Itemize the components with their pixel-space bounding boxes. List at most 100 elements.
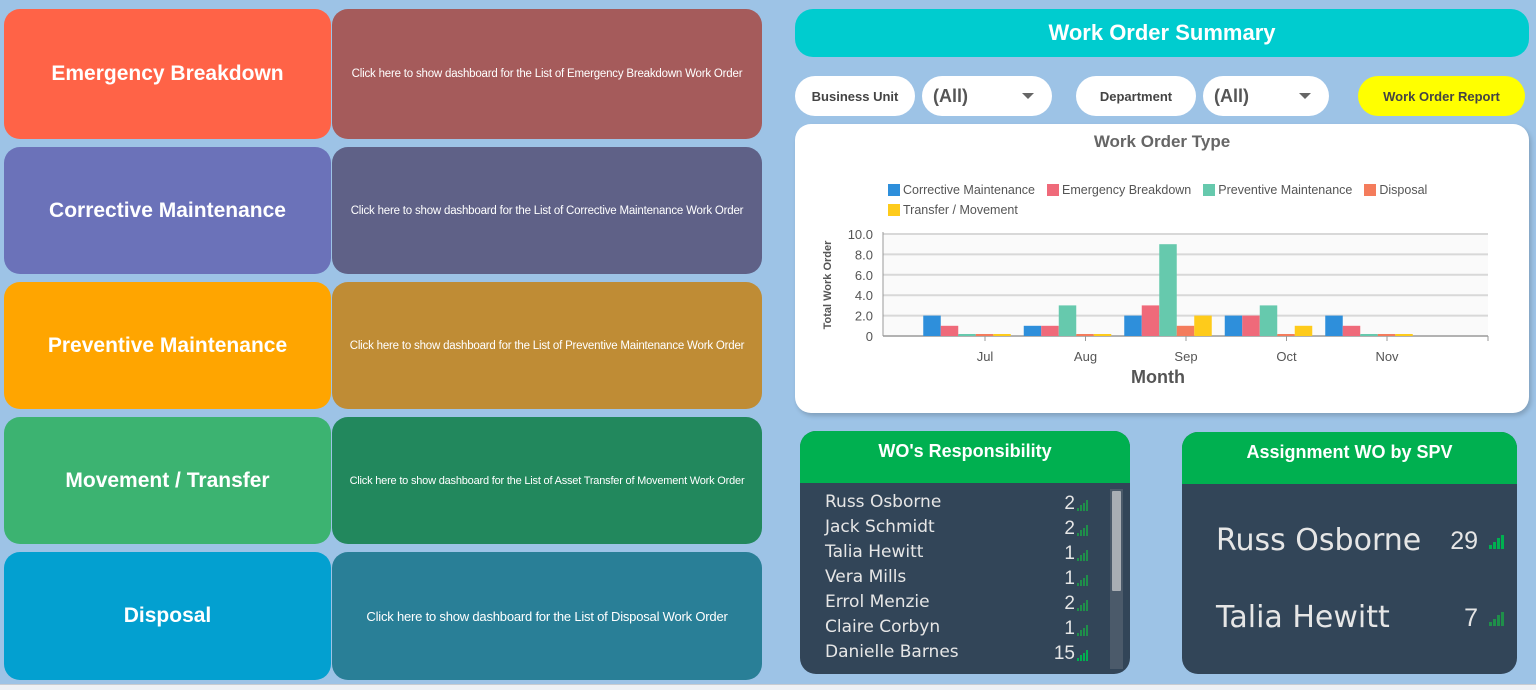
bar[interactable]: [1023, 325, 1042, 336]
bar[interactable]: [923, 315, 941, 336]
tile-emergency-breakdown-link[interactable]: Click here to show dashboard for the Lis…: [332, 9, 762, 139]
tile-preventive-maintenance-link[interactable]: Click here to show dashboard for the Lis…: [332, 282, 762, 409]
department-label-text: Department: [1099, 88, 1173, 104]
tile-description: Click here to show dashboard for the Lis…: [349, 339, 745, 352]
legend-item[interactable]: Disposal: [1364, 181, 1427, 199]
tile-movement-transfer[interactable]: Movement / Transfer: [4, 417, 331, 544]
wo-count: 2: [1064, 593, 1075, 614]
tile-disposal-link[interactable]: Click here to show dashboard for the Lis…: [332, 552, 762, 680]
bar[interactable]: [1277, 334, 1295, 336]
department-value: (All): [1214, 85, 1249, 106]
signal-bars-icon: [1077, 575, 1088, 586]
scrollbar-thumb[interactable]: [1112, 491, 1121, 591]
signal-bars-icon: [1489, 612, 1504, 626]
business-unit-label: Business Unit: [795, 76, 915, 116]
legend-item[interactable]: Emergency Breakdown: [1047, 181, 1191, 199]
person-name: Vera Mills: [825, 567, 907, 587]
tile-description: Click here to show dashboard for the Lis…: [366, 608, 728, 624]
bar[interactable]: [1242, 315, 1260, 336]
x-tick-label: Jul: [977, 349, 994, 364]
legend-swatch: [1047, 184, 1060, 196]
legend-label: Preventive Maintenance: [1218, 183, 1353, 197]
legend-item[interactable]: Transfer / Movement: [888, 201, 1018, 219]
wo-count: 1: [1064, 543, 1075, 564]
y-axis-title: Total Work Order: [822, 240, 834, 330]
list-item: Russ Osborne 29: [1216, 523, 1516, 567]
chevron-down-icon: [1022, 93, 1034, 99]
department-label: Department: [1076, 76, 1196, 116]
page-title-text: Work Order Summary: [1048, 20, 1276, 45]
tile-title: Preventive Maintenance: [47, 333, 288, 357]
bar[interactable]: [1141, 305, 1160, 336]
legend-swatch: [1364, 184, 1377, 196]
tile-corrective-maintenance[interactable]: Corrective Maintenance: [4, 147, 331, 274]
bar[interactable]: [1194, 315, 1212, 336]
work-order-type-chart: Work Order Type Corrective Maintenance Em…: [795, 124, 1529, 413]
bar[interactable]: [1342, 325, 1361, 336]
bar[interactable]: [1377, 334, 1396, 336]
tile-corrective-maintenance-link[interactable]: Click here to show dashboard for the Lis…: [332, 147, 762, 274]
wo-count: 2: [1064, 493, 1075, 514]
y-tick-label: 4.0: [855, 288, 873, 303]
signal-bars-icon: [1077, 525, 1088, 536]
tile-preventive-maintenance[interactable]: Preventive Maintenance: [4, 282, 331, 409]
panel-header: Assignment WO by SPV: [1182, 432, 1517, 484]
bar[interactable]: [1360, 334, 1378, 336]
bar[interactable]: [1093, 334, 1112, 336]
signal-bars-icon: [1077, 600, 1088, 611]
department-dropdown[interactable]: (All): [1203, 76, 1329, 116]
list-item: Vera Mills 1: [825, 567, 1095, 592]
business-unit-dropdown[interactable]: (All): [922, 76, 1052, 116]
wo-count: 29: [1450, 527, 1478, 555]
bar[interactable]: [1325, 315, 1343, 336]
bar[interactable]: [1259, 305, 1278, 336]
work-order-report-button[interactable]: Work Order Report: [1358, 76, 1525, 116]
list-item: Jack Schmidt 2: [825, 517, 1095, 542]
legend-label: Disposal: [1379, 183, 1428, 197]
wo-responsibility-panel: WO's Responsibility Russ Osborne 2 Jack Sc…: [800, 431, 1130, 674]
bar[interactable]: [1294, 325, 1313, 336]
signal-bars-icon: [1077, 650, 1088, 661]
signal-bars-icon: [1077, 625, 1088, 636]
legend-swatch: [888, 204, 900, 216]
tile-description: Click here to show dashboard for the Lis…: [349, 474, 745, 487]
legend-item[interactable]: Corrective Maintenance: [888, 181, 1035, 199]
bar[interactable]: [1124, 315, 1142, 336]
tile-title: Movement / Transfer: [65, 468, 270, 492]
list-item: Russ Osborne 2: [825, 492, 1095, 517]
bar[interactable]: [1159, 244, 1177, 336]
bar[interactable]: [993, 334, 1011, 336]
tile-movement-transfer-link[interactable]: Click here to show dashboard for the Lis…: [332, 417, 762, 544]
legend-item[interactable]: Preventive Maintenance: [1203, 181, 1352, 199]
bar[interactable]: [1224, 315, 1243, 336]
tile-title: Emergency Breakdown: [51, 62, 284, 85]
y-tick-label: 6.0: [855, 268, 873, 283]
bar[interactable]: [1058, 305, 1077, 336]
work-order-report-label: Work Order Report: [1383, 88, 1500, 104]
person-name: Talia Hewitt: [1216, 600, 1390, 635]
bar[interactable]: [1076, 334, 1094, 336]
wo-count: 2: [1064, 518, 1075, 539]
signal-bars-icon: [1489, 535, 1504, 549]
bar[interactable]: [1395, 334, 1413, 336]
x-axis-title: Month: [1131, 367, 1185, 387]
list-item: Talia Hewitt 7: [1216, 600, 1516, 644]
wo-count: 15: [1053, 643, 1075, 664]
chevron-down-icon: [1299, 93, 1311, 99]
tile-disposal[interactable]: Disposal: [4, 552, 331, 680]
list-item: Errol Menzie 2: [825, 592, 1095, 617]
bar[interactable]: [1041, 325, 1059, 336]
legend-swatch: [888, 184, 900, 196]
bar[interactable]: [958, 334, 976, 336]
signal-bars-icon: [1077, 500, 1088, 511]
tile-emergency-breakdown[interactable]: Emergency Breakdown: [4, 9, 331, 139]
scrollbar[interactable]: [1110, 489, 1123, 669]
legend-swatch: [1203, 184, 1216, 196]
bar[interactable]: [1176, 325, 1195, 336]
bar[interactable]: [940, 325, 959, 336]
tile-description: Click here to show dashboard for the Lis…: [350, 204, 744, 217]
bar[interactable]: [975, 334, 994, 336]
tile-description: Click here to show dashboard for the Lis…: [351, 68, 743, 80]
x-tick-label: Oct: [1276, 349, 1297, 364]
x-tick-label: Nov: [1375, 349, 1399, 364]
